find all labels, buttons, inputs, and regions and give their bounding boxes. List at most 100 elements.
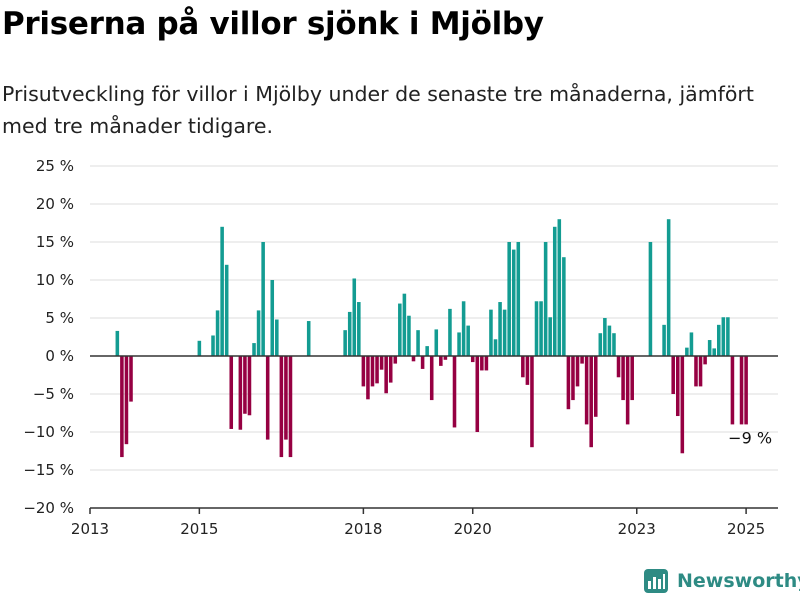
bar bbox=[388, 356, 393, 383]
newsworthy-logo: Newsworthy bbox=[644, 569, 800, 593]
bar bbox=[480, 356, 484, 371]
bar bbox=[616, 356, 621, 378]
bar bbox=[716, 324, 721, 356]
bar bbox=[557, 219, 562, 356]
y-tick-label: 25 % bbox=[36, 157, 74, 175]
bar bbox=[366, 356, 370, 400]
bar bbox=[621, 356, 625, 401]
bar bbox=[261, 242, 265, 356]
bar bbox=[375, 356, 379, 384]
x-tick-label: 2013 bbox=[71, 520, 109, 538]
bar bbox=[552, 226, 557, 356]
bar bbox=[744, 356, 748, 425]
bar bbox=[439, 356, 443, 366]
bar bbox=[407, 315, 411, 356]
bar bbox=[256, 310, 261, 356]
bar bbox=[539, 301, 543, 356]
annotations: −9 % bbox=[728, 428, 772, 447]
x-tick-label: 2018 bbox=[344, 520, 382, 538]
bar bbox=[220, 226, 224, 356]
bar bbox=[625, 356, 630, 425]
bar bbox=[457, 332, 461, 356]
bar bbox=[562, 257, 566, 356]
y-axis: −20 % −15 % −10 % −5 % 0 % 5 % 10 % 15 % 20 % 25 … bbox=[23, 157, 74, 517]
bar bbox=[516, 242, 521, 356]
bar bbox=[498, 302, 502, 356]
bar bbox=[680, 356, 685, 454]
y-tick-label: 20 % bbox=[36, 195, 74, 213]
chart-title: Priserna på villor sjönk i Mjölby bbox=[2, 6, 544, 42]
annotation-label: −9 % bbox=[728, 428, 772, 447]
bar bbox=[347, 311, 352, 356]
bar bbox=[534, 301, 539, 356]
bar bbox=[648, 242, 653, 356]
bar bbox=[443, 356, 448, 360]
bar bbox=[580, 356, 584, 364]
bar bbox=[493, 339, 498, 356]
bar bbox=[507, 242, 511, 356]
bar bbox=[115, 330, 120, 356]
bar bbox=[461, 301, 466, 356]
bar bbox=[370, 356, 375, 387]
bar bbox=[666, 219, 671, 356]
bar bbox=[630, 356, 634, 401]
x-tick-label: 2023 bbox=[618, 520, 656, 538]
bar bbox=[379, 356, 384, 370]
bar bbox=[466, 325, 470, 356]
bar bbox=[707, 340, 712, 356]
x-axis: 2013 2015 2018 2020 2023 2025 bbox=[71, 507, 778, 538]
bar bbox=[252, 343, 256, 356]
bar bbox=[270, 280, 275, 356]
bar bbox=[352, 278, 357, 356]
bar bbox=[429, 356, 434, 401]
bar bbox=[739, 356, 744, 425]
bar bbox=[712, 348, 716, 356]
bar bbox=[224, 264, 229, 356]
bar bbox=[197, 340, 202, 356]
bar bbox=[593, 356, 598, 417]
bar bbox=[402, 293, 407, 356]
bar bbox=[243, 356, 247, 414]
bar bbox=[306, 321, 311, 356]
bar bbox=[434, 329, 439, 356]
bar bbox=[603, 318, 607, 356]
bar bbox=[584, 356, 589, 425]
bar bbox=[238, 356, 243, 430]
y-tick-label: 15 % bbox=[36, 233, 74, 251]
bar bbox=[730, 356, 735, 425]
bar bbox=[694, 356, 698, 387]
bar bbox=[247, 356, 252, 416]
bar bbox=[420, 356, 425, 369]
bar bbox=[484, 356, 489, 371]
bar bbox=[288, 356, 293, 458]
bar bbox=[361, 356, 366, 387]
bar bbox=[589, 356, 593, 448]
y-tick-label: −15 % bbox=[23, 461, 74, 479]
bar bbox=[571, 356, 575, 401]
bar bbox=[675, 356, 680, 417]
bar bbox=[124, 356, 129, 445]
bar bbox=[543, 242, 548, 356]
bar bbox=[489, 309, 493, 356]
bar bbox=[265, 356, 270, 440]
bars bbox=[115, 219, 748, 458]
bar bbox=[502, 309, 507, 356]
bar bbox=[689, 332, 694, 356]
bar bbox=[470, 356, 475, 363]
bar bbox=[698, 356, 703, 387]
y-tick-label: −20 % bbox=[23, 499, 74, 517]
bar bbox=[566, 356, 571, 410]
bar bbox=[511, 249, 516, 356]
bar bbox=[393, 356, 398, 364]
bar bbox=[685, 347, 689, 356]
bar bbox=[530, 356, 534, 448]
chart-subtitle: Prisutveckling för villor i Mjölby under… bbox=[2, 82, 754, 138]
x-tick-label: 2015 bbox=[180, 520, 218, 538]
bar bbox=[452, 356, 457, 428]
bar bbox=[475, 356, 480, 432]
bar bbox=[129, 356, 133, 402]
gridlines bbox=[90, 165, 778, 471]
bar bbox=[120, 356, 124, 458]
bar bbox=[671, 356, 675, 394]
